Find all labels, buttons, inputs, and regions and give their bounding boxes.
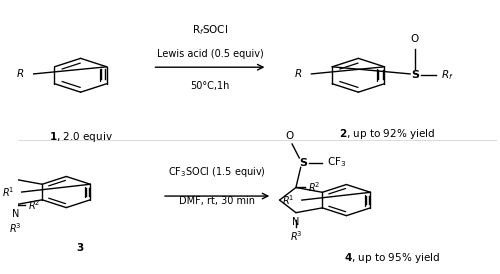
Text: R$_f$: R$_f$ [441, 68, 454, 82]
Text: DMF, rt, 30 min: DMF, rt, 30 min [179, 196, 255, 206]
Text: CF$_3$: CF$_3$ [327, 155, 346, 169]
Text: R$^3$: R$^3$ [290, 229, 302, 242]
Text: 50°C,1h: 50°C,1h [190, 81, 230, 91]
Text: S: S [299, 158, 307, 168]
Text: R: R [17, 69, 24, 79]
Text: R$^3$: R$^3$ [10, 221, 22, 235]
Text: S: S [411, 70, 419, 80]
Text: $\mathbf{1}$, 2.0 equiv: $\mathbf{1}$, 2.0 equiv [48, 130, 112, 144]
Text: O: O [410, 34, 419, 44]
Text: R$_f$SOCl: R$_f$SOCl [192, 23, 228, 36]
Text: $\mathbf{2}$, up to 92% yield: $\mathbf{2}$, up to 92% yield [339, 127, 435, 141]
Text: N: N [292, 217, 300, 227]
Text: R$^2$: R$^2$ [308, 181, 320, 194]
Text: $\mathbf{4}$, up to 95% yield: $\mathbf{4}$, up to 95% yield [344, 251, 440, 265]
Text: R$^1$: R$^1$ [282, 193, 294, 207]
Text: R$^1$: R$^1$ [2, 185, 14, 199]
Text: $\mathbf{3}$: $\mathbf{3}$ [76, 241, 85, 253]
Text: R$^2$: R$^2$ [28, 198, 40, 212]
Text: N: N [12, 209, 20, 219]
Text: O: O [286, 131, 294, 141]
Text: CF$_3$SOCl (1.5 equiv): CF$_3$SOCl (1.5 equiv) [168, 165, 266, 179]
Text: R: R [294, 69, 302, 79]
Text: Lewis acid (0.5 equiv): Lewis acid (0.5 equiv) [156, 49, 264, 59]
